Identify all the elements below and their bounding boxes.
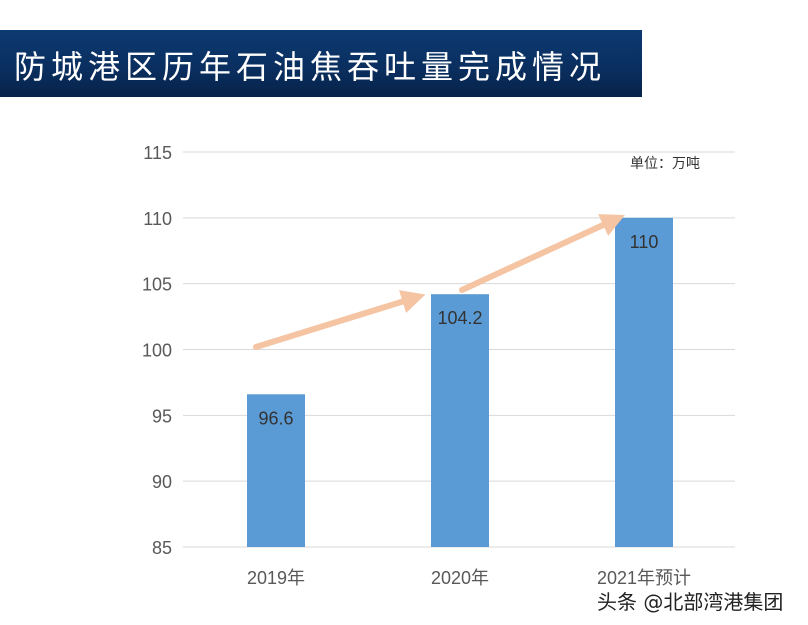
y-tick-label: 110 — [143, 209, 172, 229]
y-tick-label: 95 — [152, 406, 172, 426]
trend-arrow — [253, 290, 426, 350]
unit-label: 单位：万吨 — [630, 156, 700, 172]
bar — [431, 294, 489, 547]
x-tick-label: 2020年 — [431, 568, 489, 588]
trend-arrow — [459, 214, 625, 293]
x-tick-label: 2021年预计 — [597, 568, 691, 588]
data-label: 96.6 — [258, 408, 293, 428]
data-label: 110 — [630, 232, 659, 252]
watermark: 头条 @北部湾港集团 — [597, 590, 784, 614]
bar — [615, 217, 673, 548]
y-tick-label: 90 — [152, 472, 172, 492]
y-tick-label: 115 — [143, 143, 172, 163]
x-tick-label: 2019年 — [247, 568, 305, 588]
chart-title: 防城港区历年石油焦吞吐量完成情况 — [14, 48, 607, 86]
data-label: 104.2 — [437, 308, 482, 328]
title-banner: 防城港区历年石油焦吞吐量完成情况 — [0, 30, 642, 97]
y-tick-label: 100 — [142, 341, 172, 361]
bar — [247, 394, 305, 547]
y-tick-label: 85 — [152, 538, 172, 558]
y-tick-label: 105 — [142, 275, 172, 295]
